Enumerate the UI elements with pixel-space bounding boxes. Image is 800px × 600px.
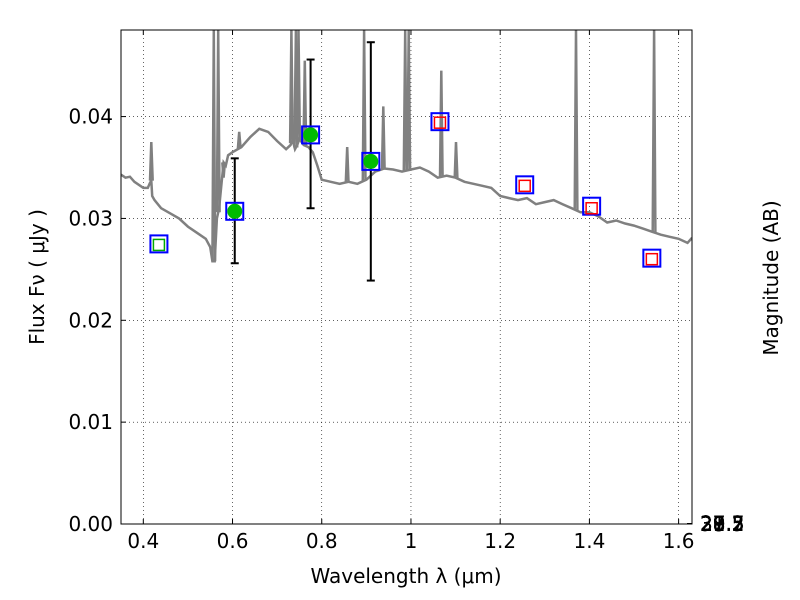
mag-tick-label: 27.7 — [700, 512, 745, 536]
observed-flux-point — [303, 127, 319, 143]
model-flux-box — [515, 175, 535, 195]
plot-frame — [120, 29, 693, 525]
y-tick-label: 0.03 — [68, 206, 113, 230]
emission-line-spike — [288, 30, 294, 144]
model-flux-box — [582, 196, 602, 216]
mag-tick-label: 28 — [700, 512, 725, 536]
mag-tick-label: 28.2 — [700, 512, 745, 536]
mag-tick-label: 30 — [700, 512, 725, 536]
x-tick-label: 1.4 — [573, 529, 605, 553]
emission-line-spike — [148, 141, 154, 181]
model-flux-box — [430, 112, 450, 132]
emission-line-spike — [402, 30, 408, 171]
observed-flux-point — [227, 203, 243, 219]
x-tick-label: 0.6 — [217, 529, 249, 553]
emission-line-spike — [453, 141, 459, 178]
axis-ticks: 0.4 0.6 0.8 1 1.2 1.4 1.6 0.00 0.01 0.02 0.03 0.04 2… — [68, 30, 745, 553]
emission-line-spike — [236, 131, 242, 149]
emission-line-spike — [361, 30, 367, 181]
emission-line-spike — [651, 30, 657, 233]
emission-line-spike — [221, 162, 227, 178]
x-tick-label: 1 — [405, 529, 418, 553]
mag-tick-label: 27.2 — [700, 512, 745, 536]
marker-layer — [149, 112, 662, 268]
y-tick-label: 0.01 — [68, 410, 113, 434]
x-tick-label: 1.2 — [484, 529, 516, 553]
emission-line-spike — [215, 30, 221, 213]
emission-line-spike — [211, 30, 217, 262]
model-flux-box — [149, 234, 169, 254]
mag-tick-label: 28.5 — [700, 512, 745, 536]
y-tick-label: 0.04 — [68, 105, 113, 129]
y-tick-label: 0.02 — [68, 308, 113, 332]
upper-limit-marker — [518, 179, 531, 193]
x-tick-label: 0.8 — [306, 529, 338, 553]
mag-tick-label: 29 — [700, 512, 725, 536]
mag-tick-label: 31 — [700, 512, 725, 536]
upper-limit-marker — [433, 116, 447, 129]
emission-line-spike — [344, 147, 350, 183]
mag-tick-label: 27.3 — [700, 512, 745, 536]
y-tick-label: 0.00 — [68, 512, 113, 536]
emission-line-spike — [295, 30, 302, 142]
model-flux-box — [642, 248, 662, 268]
upper-limit-marker — [645, 252, 659, 266]
emission-line-spike — [380, 106, 386, 169]
mag-tick-label: 27.5 — [700, 512, 745, 536]
emission-line-spike — [438, 70, 444, 177]
errorbar-layer — [230, 41, 375, 282]
mag-tick-label: 29.5 — [700, 512, 745, 536]
x-axis-label: Wavelength λ (μm) — [310, 564, 501, 588]
sed-model-layer — [121, 30, 692, 263]
observed-flux-point — [363, 153, 379, 169]
model-flux-box — [225, 201, 245, 221]
model-flux-box — [301, 125, 321, 145]
upper-limit-marker — [585, 201, 598, 215]
y-axis-label: Flux Fν ( μJy ) — [25, 209, 49, 345]
emission-line-spike — [302, 60, 308, 146]
x-tick-label: 1.6 — [663, 529, 695, 553]
emission-line-spike — [573, 30, 579, 211]
x-tick-label: 0.4 — [127, 529, 159, 553]
y2-axis-label: Magnitude (AB) — [759, 200, 783, 355]
emission-line-spike — [406, 30, 412, 171]
model-flux-box — [361, 151, 381, 171]
low-sn-flux-marker — [152, 238, 166, 252]
